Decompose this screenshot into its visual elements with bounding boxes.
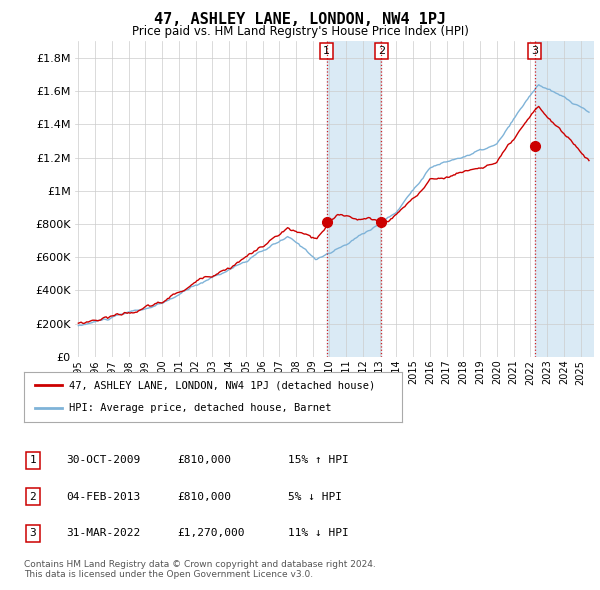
Text: 2: 2 (29, 492, 37, 502)
Bar (535, 41, 594, 357)
Text: 47, ASHLEY LANE, LONDON, NW4 1PJ: 47, ASHLEY LANE, LONDON, NW4 1PJ (154, 12, 446, 27)
Text: Contains HM Land Registry data © Crown copyright and database right 2024.
This d: Contains HM Land Registry data © Crown c… (24, 560, 376, 579)
Text: £810,000: £810,000 (177, 455, 231, 465)
Text: 15% ↑ HPI: 15% ↑ HPI (288, 455, 349, 465)
Text: 1: 1 (29, 455, 37, 465)
Text: £1,270,000: £1,270,000 (177, 529, 245, 538)
Bar (326, 41, 381, 357)
Text: 3: 3 (531, 46, 538, 56)
Text: 3: 3 (29, 529, 37, 538)
Text: Price paid vs. HM Land Registry's House Price Index (HPI): Price paid vs. HM Land Registry's House … (131, 25, 469, 38)
Text: 31-MAR-2022: 31-MAR-2022 (66, 529, 140, 538)
Text: 30-OCT-2009: 30-OCT-2009 (66, 455, 140, 465)
Text: 1: 1 (323, 46, 330, 56)
Text: 47, ASHLEY LANE, LONDON, NW4 1PJ (detached house): 47, ASHLEY LANE, LONDON, NW4 1PJ (detach… (70, 380, 376, 390)
Text: 04-FEB-2013: 04-FEB-2013 (66, 492, 140, 502)
Text: 2: 2 (377, 46, 385, 56)
Text: 5% ↓ HPI: 5% ↓ HPI (288, 492, 342, 502)
Text: £810,000: £810,000 (177, 492, 231, 502)
Text: HPI: Average price, detached house, Barnet: HPI: Average price, detached house, Barn… (70, 404, 332, 414)
Text: 11% ↓ HPI: 11% ↓ HPI (288, 529, 349, 538)
